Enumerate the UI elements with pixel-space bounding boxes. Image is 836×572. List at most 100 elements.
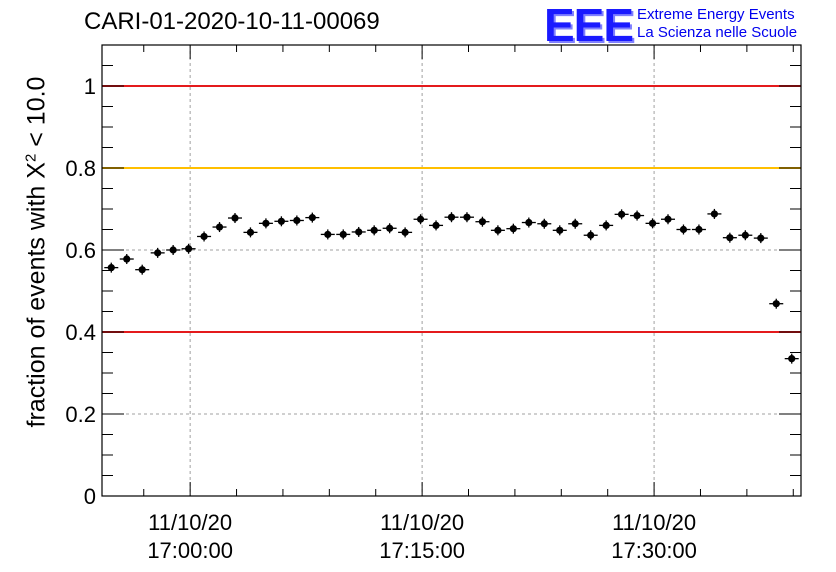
data-point-marker xyxy=(788,355,796,363)
data-point-marker xyxy=(370,226,378,234)
data-point-marker xyxy=(741,231,749,239)
plot-frame xyxy=(101,44,802,497)
data-point xyxy=(243,227,258,238)
data-point-marker xyxy=(525,218,533,227)
data-point-marker xyxy=(246,228,255,236)
data-point-marker xyxy=(664,215,672,223)
data-point-marker xyxy=(324,230,332,239)
data-point xyxy=(753,233,768,244)
data-point-marker xyxy=(262,219,270,227)
data-point-marker xyxy=(231,214,239,222)
data-point xyxy=(614,209,629,220)
data-point-marker xyxy=(602,221,610,229)
data-point xyxy=(413,214,428,225)
data-point xyxy=(599,220,614,231)
x-tick-label-date: 11/10/20 xyxy=(148,510,232,535)
x-tick-label-date: 11/10/20 xyxy=(380,510,464,535)
data-point xyxy=(212,222,227,233)
data-point-marker xyxy=(540,220,548,228)
data-point xyxy=(305,212,320,223)
x-tick-label-time: 17:15:00 xyxy=(379,538,465,563)
y-axis-label: fraction of events with X2 < 10.0 xyxy=(22,77,51,428)
data-point xyxy=(722,232,737,243)
data-point-marker xyxy=(618,210,626,218)
data-point-marker xyxy=(447,213,456,221)
data-point xyxy=(459,212,474,223)
data-point xyxy=(351,226,366,237)
tick-labels: 0 0.2 0.4 0.6 0.8 1 11/10/20 17:00:00 11/10/20 17… xyxy=(65,74,697,563)
logo-line-1: Extreme Energy Events xyxy=(637,6,795,23)
data-point xyxy=(274,216,289,227)
data-point-marker xyxy=(123,255,131,263)
data-point-marker xyxy=(587,231,595,239)
data-point-marker xyxy=(355,228,363,236)
data-point-marker xyxy=(277,217,285,225)
data-point-marker xyxy=(169,246,177,254)
data-point xyxy=(429,220,444,231)
y-tick-label: 0.2 xyxy=(65,402,96,427)
data-point-marker xyxy=(478,218,487,226)
data-points xyxy=(104,208,799,364)
y-axis-label-exponent: 2 xyxy=(22,153,40,163)
data-point-marker xyxy=(339,230,347,239)
data-point xyxy=(181,243,196,254)
data-point-marker xyxy=(633,211,641,220)
logo-line-2: La Scienza nelle Scuole xyxy=(637,24,798,41)
data-point xyxy=(197,231,212,242)
data-point xyxy=(444,212,459,223)
chart-title: CARI-01-2020-10-11-00069 xyxy=(84,8,380,35)
data-point xyxy=(552,225,567,236)
data-point xyxy=(382,223,397,234)
data-point xyxy=(645,218,660,229)
reference-lines xyxy=(102,85,801,333)
data-point xyxy=(490,225,505,236)
data-point-marker xyxy=(386,224,394,232)
data-point-marker xyxy=(107,264,115,272)
data-point-marker xyxy=(308,214,316,222)
data-point xyxy=(150,247,165,258)
data-point xyxy=(738,230,753,241)
x-tick-label-time: 17:00:00 xyxy=(147,538,233,563)
data-point-marker xyxy=(463,213,471,221)
data-point-marker xyxy=(416,215,425,223)
data-point-marker xyxy=(571,220,579,228)
data-point-marker xyxy=(293,216,301,225)
data-point xyxy=(135,264,150,275)
data-point-marker xyxy=(710,210,718,218)
data-point xyxy=(506,223,521,234)
data-point xyxy=(521,217,536,228)
y-axis-label-symbol: X xyxy=(22,162,51,179)
data-point xyxy=(784,353,799,364)
y-tick-label: 0 xyxy=(84,484,96,509)
y-axis-label-suffix: < 10.0 xyxy=(22,76,51,154)
axis-ticks xyxy=(102,44,801,497)
data-point xyxy=(336,229,351,240)
data-point-marker xyxy=(154,249,162,257)
x-tick-label-time: 17:30:00 xyxy=(611,538,697,563)
data-point-marker xyxy=(726,234,734,242)
data-point xyxy=(367,225,382,236)
grid xyxy=(102,45,801,497)
data-point-marker xyxy=(401,228,409,236)
data-point xyxy=(661,214,676,225)
data-point xyxy=(119,254,134,265)
data-point-marker xyxy=(695,225,703,234)
data-point-marker xyxy=(757,234,765,242)
data-point xyxy=(630,210,645,221)
data-point-marker xyxy=(772,300,780,308)
data-point xyxy=(583,230,598,241)
data-point xyxy=(227,213,242,224)
data-point xyxy=(707,208,722,219)
data-point xyxy=(166,245,181,255)
data-point xyxy=(537,218,552,229)
data-point-marker xyxy=(215,223,224,231)
y-axis-label-prefix: fraction of events with xyxy=(22,178,51,428)
data-point-marker xyxy=(200,232,208,241)
data-point-marker xyxy=(185,245,193,253)
y-tick-label: 1 xyxy=(84,74,96,99)
data-point xyxy=(676,224,691,235)
x-tick-label-date: 11/10/20 xyxy=(612,510,696,535)
data-point-marker xyxy=(679,225,688,234)
data-point xyxy=(769,298,784,309)
y-tick-label: 0.6 xyxy=(65,238,96,263)
